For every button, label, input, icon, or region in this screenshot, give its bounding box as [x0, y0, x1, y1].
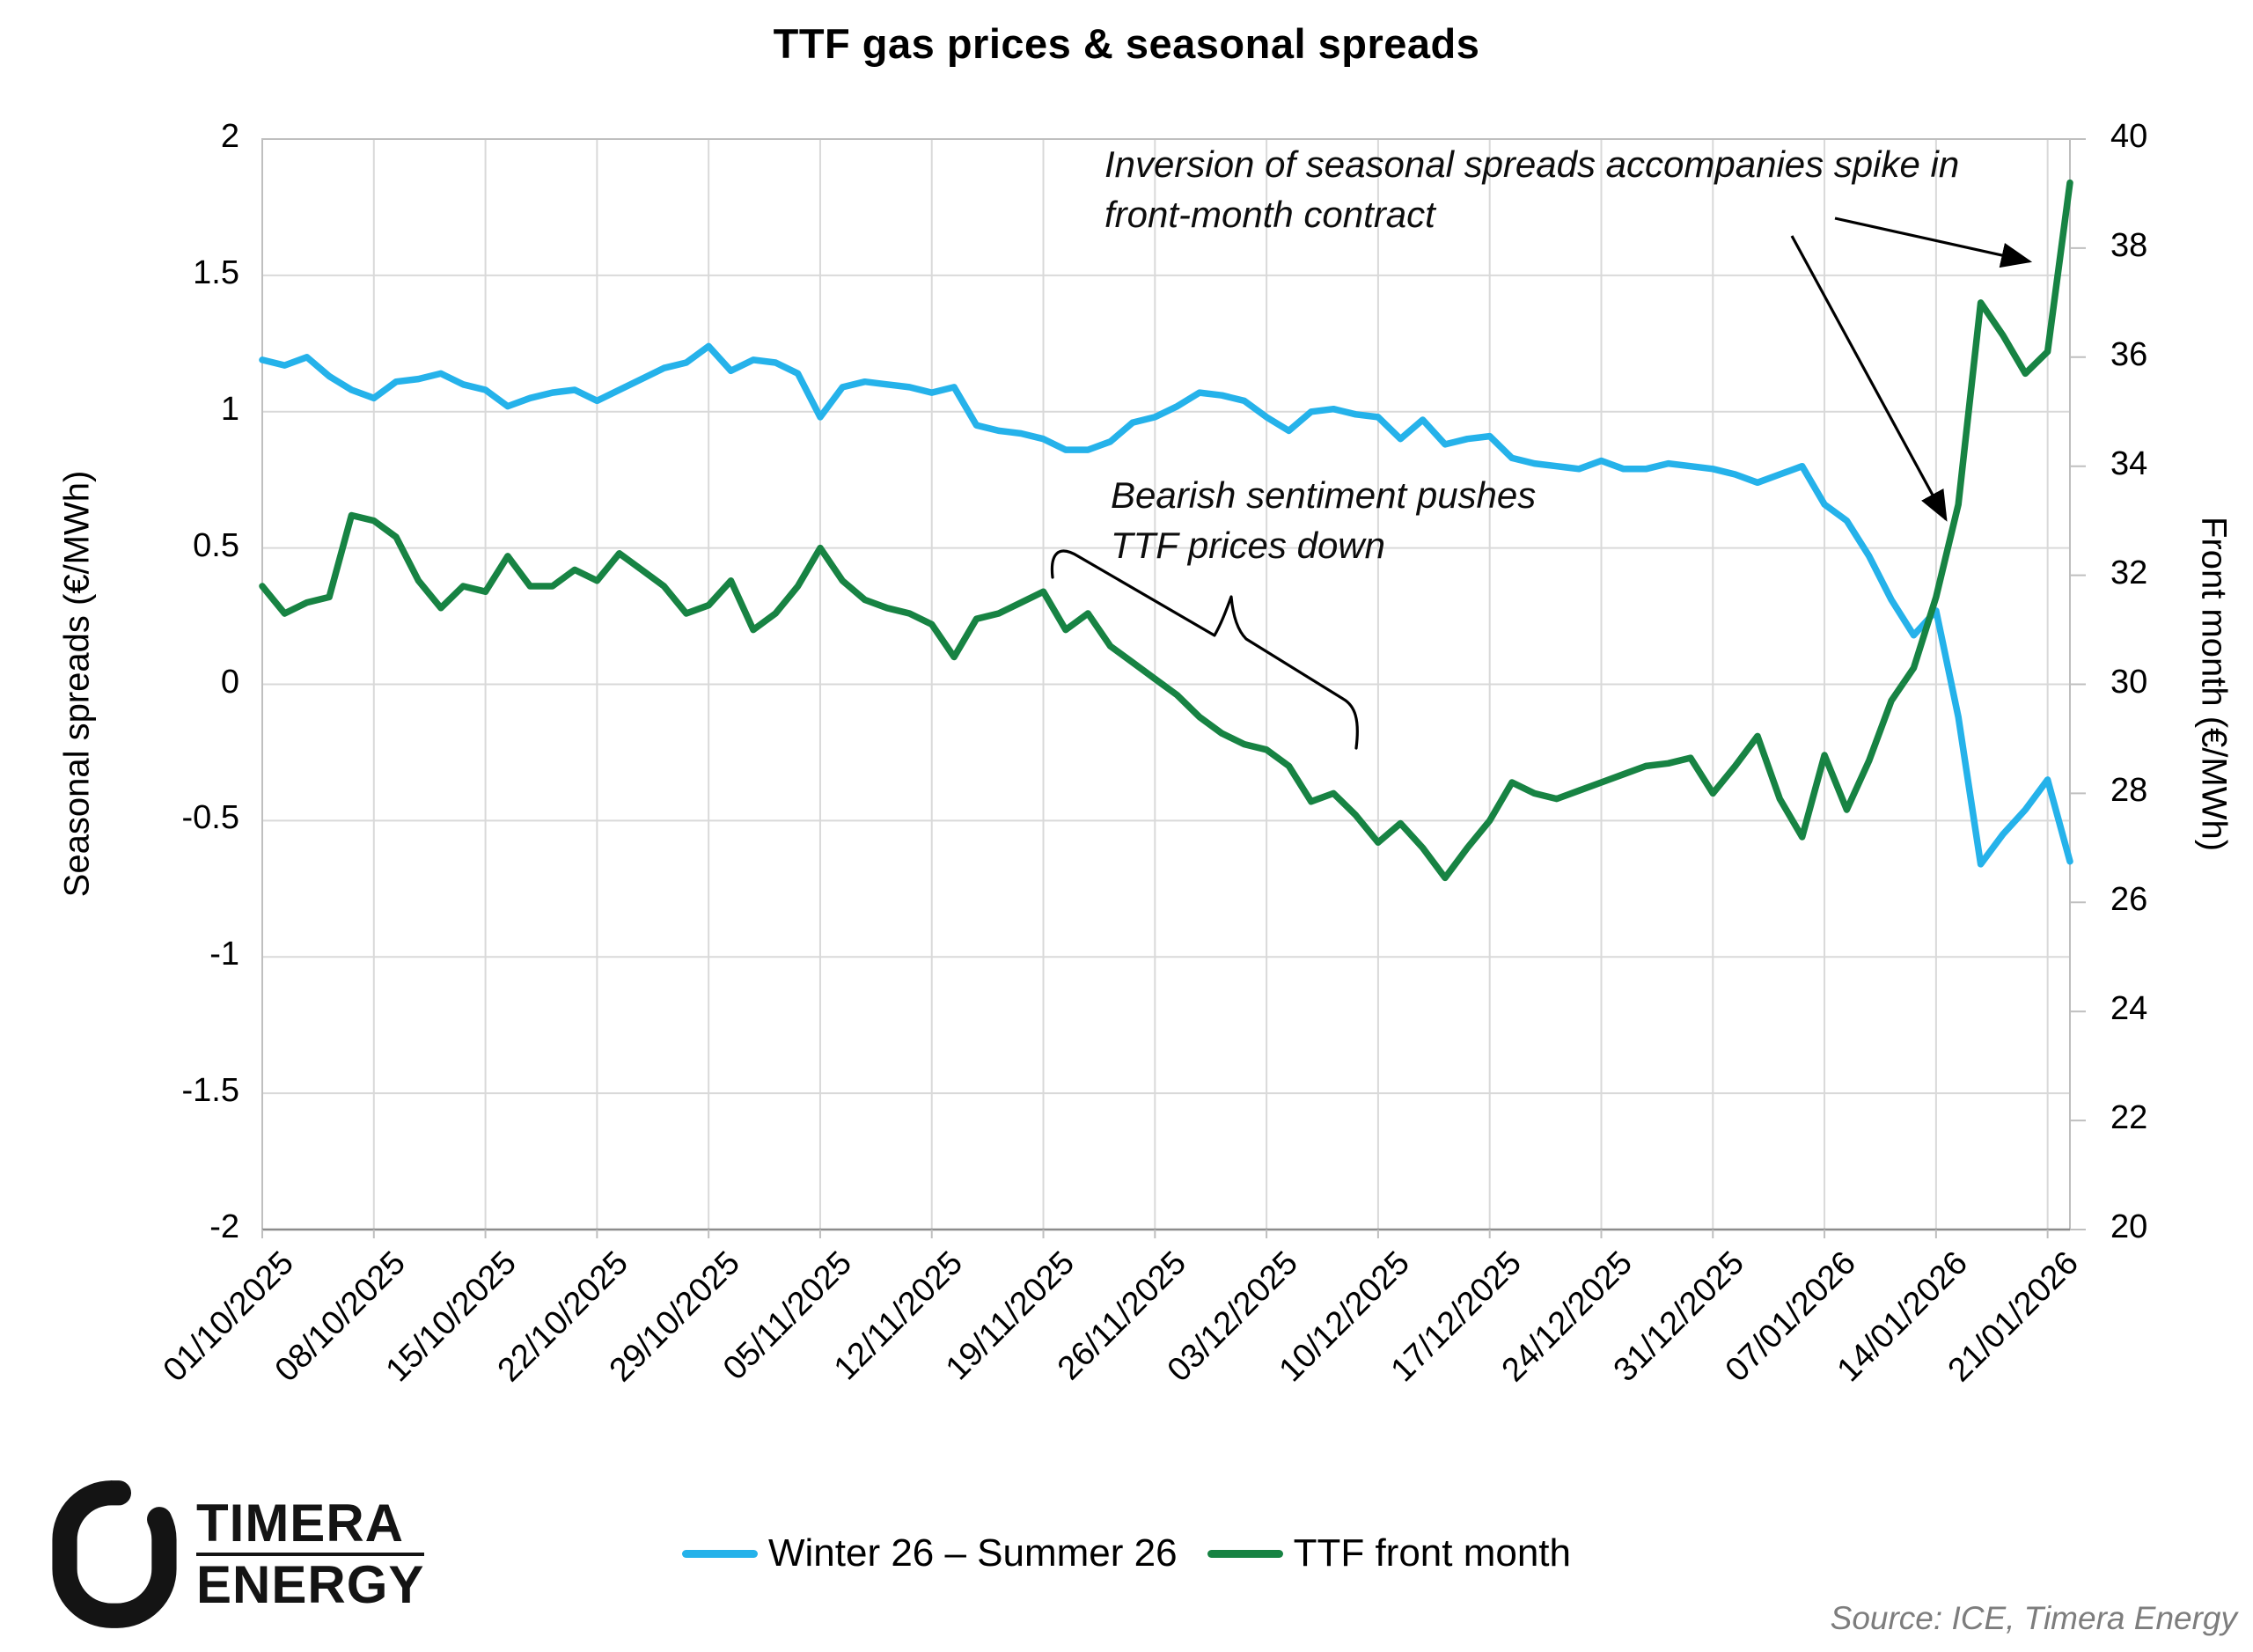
annotation-inversion-line1: Inversion of seasonal spreads accompanie…	[1104, 143, 1960, 185]
y-axis-left-tick-label: -1	[209, 936, 239, 973]
y-axis-left-tick-label: 2	[220, 118, 239, 155]
timera-logo-icon	[52, 1480, 177, 1628]
y-axis-right-tick-label: 26	[2110, 881, 2148, 919]
y-axis-right-tick-label: 38	[2110, 226, 2148, 264]
y-axis-right-tick-label: 20	[2110, 1208, 2148, 1245]
y-axis-right-tick-label: 30	[2110, 663, 2148, 701]
timera-logo-text: TIMERA ENERGY	[196, 1494, 425, 1614]
timera-logo: TIMERA ENERGY	[48, 1477, 425, 1632]
logo-text-line2: ENERGY	[196, 1555, 425, 1614]
legend-label-ttf: TTF front month	[1293, 1531, 1572, 1575]
annotation-shapes	[1050, 217, 2033, 750]
legend-label-winter: Winter 26 – Summer 26	[767, 1531, 1178, 1575]
chart-title: TTF gas prices & seasonal spreads	[773, 20, 1480, 67]
left-axis-title: Seasonal spreads (€/MWh)	[57, 470, 97, 898]
y-axis-right-tick-label: 34	[2110, 444, 2148, 482]
legend-line-swatch-ttf	[1207, 1549, 1283, 1558]
y-axis-right-tick-label: 28	[2110, 772, 2148, 810]
data-series	[259, 179, 2073, 882]
y-axis-right-tick-label: 40	[2110, 118, 2148, 155]
gridlines	[261, 138, 2086, 1238]
annotation-bearish-line1: Bearish sentiment pushes	[1111, 474, 1537, 516]
y-axis-right-tick-label: 22	[2110, 1099, 2148, 1137]
legend-item-ttf-front-month: TTF front month	[1207, 1531, 1571, 1575]
logo-divider	[196, 1553, 425, 1556]
y-axis-right-tick-label: 24	[2110, 990, 2148, 1028]
annotation-bearish-line2: TTF prices down	[1111, 525, 1385, 566]
right-axis-title: Front month (€/MWh)	[2194, 516, 2234, 852]
y-axis-left-tick-label: 1.5	[193, 253, 239, 291]
legend-line-swatch-winter	[681, 1549, 758, 1558]
y-axis-left-tick-label: 0	[220, 663, 239, 701]
source-note: Source: ICE, Timera Energy	[1830, 1600, 2237, 1636]
legend: Winter 26 – Summer 26 TTF front month	[0, 1531, 2253, 1575]
y-axis-left-tick-label: -0.5	[181, 799, 239, 837]
annotation-inversion: Inversion of seasonal spreads accompanie…	[1104, 139, 1959, 239]
y-axis-right-tick-label: 36	[2110, 335, 2148, 373]
legend-item-winter-summer: Winter 26 – Summer 26	[681, 1531, 1178, 1575]
y-axis-right-tick-label: 32	[2110, 554, 2148, 591]
annotation-inversion-line2: front-month contract	[1104, 194, 1435, 235]
y-axis-left-tick-label: -2	[209, 1208, 239, 1245]
y-axis-left-tick-label: 1	[220, 390, 239, 428]
logo-text-line1: TIMERA	[196, 1494, 404, 1553]
y-axis-left-tick-label: 0.5	[193, 526, 239, 564]
y-axis-left-tick-label: -1.5	[181, 1072, 239, 1110]
annotation-bearish: Bearish sentiment pushes TTF prices down	[1111, 470, 1536, 570]
